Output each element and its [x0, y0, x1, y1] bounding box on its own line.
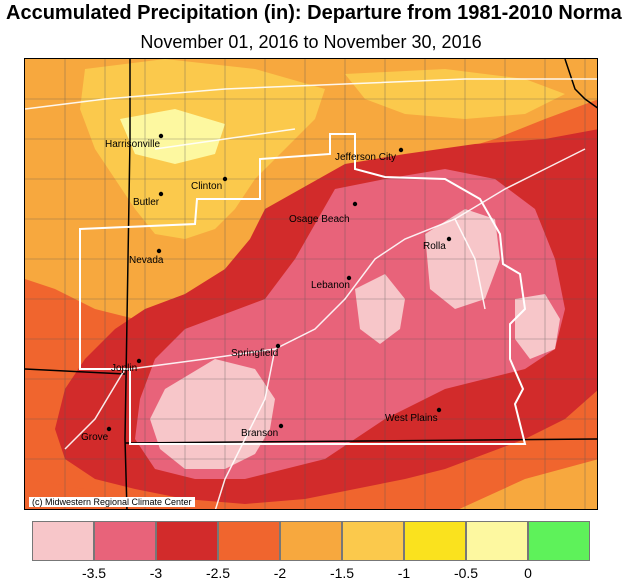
city-dot-harrisonville [158, 133, 164, 139]
city-label-branson: Branson [241, 428, 278, 439]
legend-label: 0 [524, 565, 532, 581]
city-label-rolla: Rolla [423, 241, 446, 252]
city-label-west-plains: West Plains [385, 413, 438, 424]
city-dot-jefferson-city [398, 147, 404, 153]
legend-swatch [94, 521, 156, 561]
city-dot-osage-beach [352, 201, 358, 207]
city-label-nevada: Nevada [129, 255, 164, 266]
precipitation-map: Harrisonville Clinton Butler Nevada Jeff… [24, 58, 598, 510]
legend-label: -1 [397, 565, 411, 581]
legend-label: -0.5 [453, 565, 479, 581]
legend-swatch [32, 521, 94, 561]
zone-light-pink-southeast [515, 294, 560, 359]
legend-label: -1.5 [329, 565, 355, 581]
map-subtitle: November 01, 2016 to November 30, 2016 [140, 32, 482, 52]
legend-swatch [404, 521, 466, 561]
legend-label: -3 [149, 565, 163, 581]
city-dot-joplin [136, 358, 142, 364]
state-borders [25, 59, 597, 509]
legend-swatch [156, 521, 218, 561]
legend-swatch [528, 521, 590, 561]
city-dot-nevada [156, 248, 162, 254]
city-label-jefferson-city: Jefferson City [335, 152, 396, 163]
city-dot-west-plains [436, 407, 442, 413]
legend-colorbar [32, 521, 590, 561]
city-dot-grove [106, 426, 112, 432]
map-title: Accumulated Precipitation (in): Departur… [6, 2, 622, 24]
city-label-butler: Butler [133, 197, 160, 208]
city-dot-lebanon [346, 275, 352, 281]
zone-light-pink-central [355, 274, 405, 344]
city-label-springfield: Springfield [231, 348, 278, 359]
legend-swatch [280, 521, 342, 561]
city-label-lebanon: Lebanon [311, 280, 350, 291]
zone-pale-yellow [120, 109, 225, 164]
city-markers: Harrisonville Clinton Butler Nevada Jeff… [81, 133, 452, 443]
legend-swatch [218, 521, 280, 561]
city-label-harrisonville: Harrisonville [105, 139, 160, 150]
city-label-osage-beach: Osage Beach [289, 214, 350, 225]
city-dot-springfield [275, 343, 281, 349]
city-label-joplin: Joplin [111, 363, 137, 374]
city-dot-rolla [446, 236, 452, 242]
legend-label: -2.5 [205, 565, 231, 581]
city-dot-butler [158, 191, 164, 197]
legend-swatch [466, 521, 528, 561]
city-label-clinton: Clinton [191, 181, 222, 192]
highways [25, 78, 597, 509]
city-label-grove: Grove [81, 432, 109, 443]
legend-swatch [342, 521, 404, 561]
legend-label: -2 [273, 565, 287, 581]
legend-label: -3.5 [81, 565, 107, 581]
city-dot-clinton [222, 176, 228, 182]
legend-labels: -3.5 -3 -2.5 -2 -1.5 -1 -0.5 0 [0, 565, 622, 583]
zone-orange-southeast [459, 459, 597, 509]
credit-text: (c) Midwestern Regional Climate Center [29, 497, 195, 507]
city-dot-branson [278, 423, 284, 429]
region-boundary [79, 133, 527, 445]
map-canvas: Harrisonville Clinton Butler Nevada Jeff… [25, 59, 597, 509]
